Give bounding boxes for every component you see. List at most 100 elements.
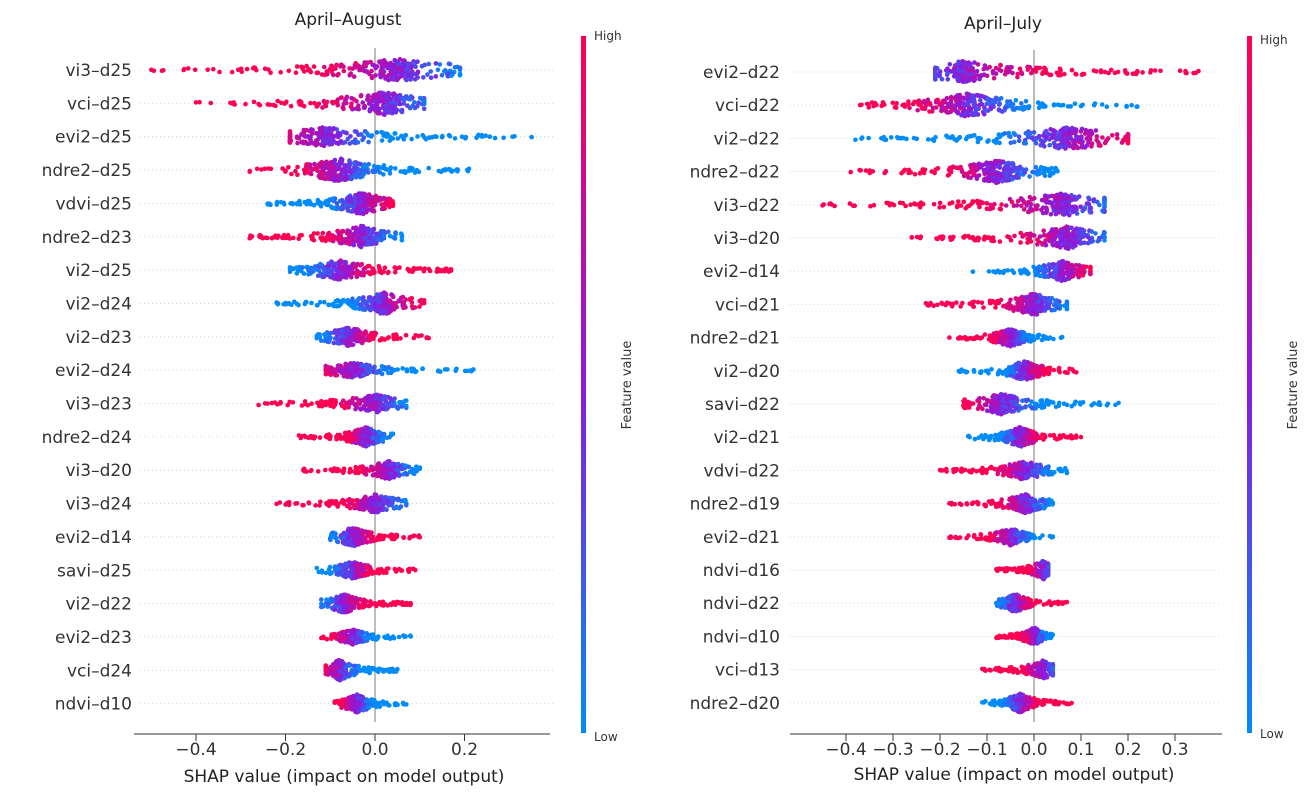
shap-point xyxy=(414,468,420,474)
panel-april-august: April–August vi3–d25vci–d25evi2–d25ndre2… xyxy=(42,10,635,787)
shap-point xyxy=(342,430,348,436)
shap-point xyxy=(368,59,373,65)
shap-point xyxy=(419,333,424,338)
shap-point xyxy=(277,500,283,505)
shap-point xyxy=(354,228,360,234)
shap-point xyxy=(306,272,311,277)
shap-point xyxy=(371,270,377,276)
shap-point xyxy=(1034,66,1039,72)
shap-point xyxy=(1015,71,1021,77)
shap-point xyxy=(151,68,157,74)
shap-point xyxy=(340,660,346,666)
shap-point xyxy=(381,233,387,238)
shap-point xyxy=(345,331,351,337)
shap-point xyxy=(975,62,981,67)
shap-point xyxy=(323,332,329,337)
shap-point xyxy=(417,304,422,309)
panel-april-july: April–July evi2–d22vci–d22vi2–d22ndre2–d… xyxy=(690,14,1301,785)
shap-point xyxy=(361,165,366,170)
shap-point xyxy=(384,167,390,172)
shap-point xyxy=(358,565,364,571)
shap-point xyxy=(1079,72,1085,78)
shap-point xyxy=(341,200,347,206)
shap-point xyxy=(342,176,347,181)
shap-point xyxy=(1129,102,1134,108)
shap-point xyxy=(1098,69,1104,75)
shap-point xyxy=(1073,71,1078,77)
shap-point xyxy=(254,166,260,172)
shap-point xyxy=(295,140,300,146)
shap-point xyxy=(393,230,398,235)
shap-point xyxy=(354,562,360,568)
shap-point xyxy=(940,98,946,104)
shap-point xyxy=(352,601,358,607)
shap-point xyxy=(379,270,385,276)
shap-point xyxy=(404,66,410,72)
shap-point xyxy=(363,599,369,604)
shap-point xyxy=(318,261,323,267)
shap-point xyxy=(350,296,355,302)
shap-point xyxy=(343,98,348,104)
shap-point xyxy=(389,292,395,298)
shap-point xyxy=(361,373,366,378)
shap-point xyxy=(197,99,202,105)
shap-point xyxy=(232,102,237,107)
shap-point xyxy=(393,569,399,574)
shap-point xyxy=(1114,102,1119,108)
shap-point xyxy=(359,440,365,446)
feature-label: evi2–d24 xyxy=(55,361,132,381)
shap-point xyxy=(390,75,396,80)
shap-point xyxy=(381,536,386,542)
shap-point xyxy=(326,499,332,504)
feature-label: vi2–d22 xyxy=(65,595,132,615)
shap-point xyxy=(360,235,366,241)
shap-point xyxy=(369,202,375,208)
shap-point xyxy=(334,62,339,68)
shap-point xyxy=(390,68,395,73)
shap-point xyxy=(342,269,348,274)
shap-point xyxy=(351,663,357,669)
shap-point xyxy=(265,102,271,107)
shap-point xyxy=(354,129,359,134)
shap-point xyxy=(308,100,313,106)
shap-point xyxy=(401,701,406,707)
shap-point xyxy=(364,130,370,136)
shap-point xyxy=(262,166,268,172)
shap-point xyxy=(422,135,427,140)
shap-point xyxy=(1104,104,1110,109)
shap-point xyxy=(347,671,353,677)
shap-point xyxy=(338,139,344,144)
shap-point xyxy=(355,696,361,701)
shap-point xyxy=(186,66,191,71)
shap-point xyxy=(345,503,350,509)
shap-point xyxy=(359,229,365,235)
shap-point xyxy=(333,261,339,267)
shap-point xyxy=(428,69,434,74)
shap-point xyxy=(348,104,354,109)
shap-point xyxy=(274,202,280,207)
feature-label: ndre2–d19 xyxy=(690,495,780,515)
shap-point xyxy=(409,366,414,371)
shap-point xyxy=(382,265,388,271)
shap-point xyxy=(933,66,938,71)
shap-point xyxy=(268,70,273,76)
shap-point xyxy=(362,502,367,508)
shap-point xyxy=(350,268,355,274)
shap-point xyxy=(404,502,409,508)
shap-point xyxy=(332,177,337,183)
shap-point xyxy=(400,294,406,300)
shap-point xyxy=(377,502,383,507)
shap-point xyxy=(364,168,370,174)
shap-point xyxy=(335,504,341,509)
shap-point xyxy=(395,136,401,141)
shap-point xyxy=(300,265,305,270)
shap-point xyxy=(389,474,395,480)
shap-point xyxy=(348,469,354,474)
shap-point xyxy=(447,167,452,172)
shap-point xyxy=(326,302,332,308)
shap-point xyxy=(346,698,351,704)
shap-point xyxy=(447,61,453,67)
shap-point xyxy=(393,472,399,477)
shap-point xyxy=(389,635,394,641)
feature-label: ndvi–d22 xyxy=(703,594,780,614)
